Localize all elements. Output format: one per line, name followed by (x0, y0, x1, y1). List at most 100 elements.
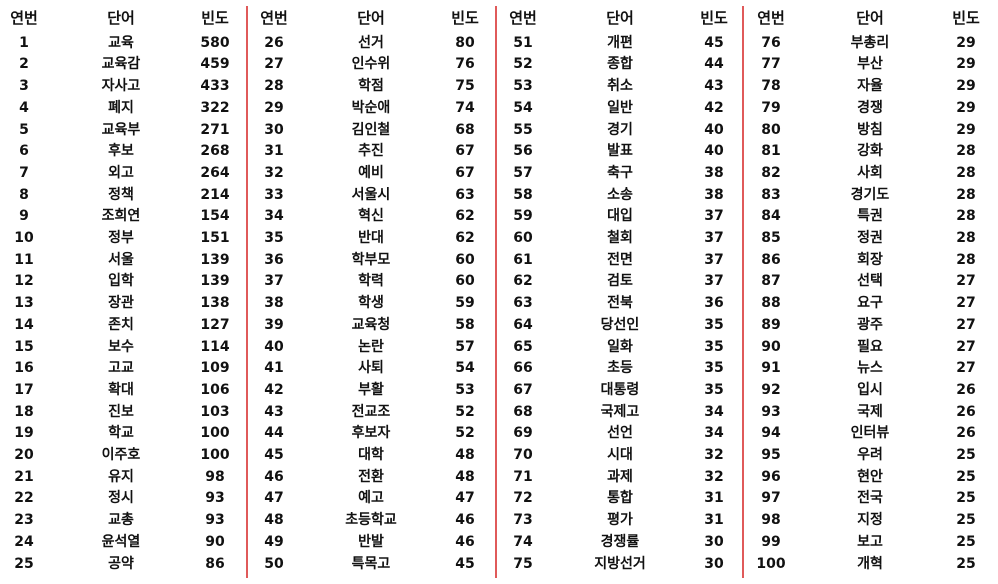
frequency-cell: 139 (200, 251, 230, 268)
rank-cell: 58 (513, 186, 533, 203)
frequency-cell: 28 (956, 230, 976, 246)
word-cell: 학생 (358, 295, 384, 312)
header-rank: 연번 (260, 9, 288, 27)
frequency-cell: 100 (200, 425, 230, 442)
word-cell: 지정 (857, 512, 883, 529)
rank-cell: 45 (264, 447, 284, 463)
table-header-row: 연번 단어 빈도 (250, 7, 495, 29)
word-cell: 경기도 (850, 186, 890, 203)
rank-cell: 50 (264, 555, 284, 572)
rank-cell: 35 (264, 230, 284, 246)
frequency-cell: 40 (704, 121, 724, 138)
table-row: 46 전환 48 (250, 466, 495, 488)
rank-cell: 81 (761, 143, 781, 160)
table-row: 87 선택 27 (745, 270, 998, 292)
frequency-cell: 28 (956, 186, 976, 203)
frequency-cell: 30 (704, 555, 724, 572)
table-row: 43 전교조 52 (250, 401, 495, 423)
frequency-cell: 43 (704, 78, 724, 95)
rank-cell: 63 (513, 295, 533, 312)
frequency-cell: 46 (455, 512, 475, 529)
table-row: 12 입학 139 (0, 270, 246, 292)
table-row: 6 후보 268 (0, 140, 246, 162)
word-cell: 유지 (108, 468, 134, 485)
table-row: 45 대학 48 (250, 444, 495, 466)
frequency-cell: 109 (200, 360, 230, 377)
rank-cell: 46 (264, 468, 284, 485)
table-row: 93 국제 26 (745, 401, 998, 423)
word-cell: 예비 (358, 164, 384, 181)
word-cell: 선언 (607, 425, 633, 442)
table-row: 9 조희연 154 (0, 205, 246, 227)
frequency-cell: 103 (200, 403, 230, 420)
rank-cell: 98 (761, 512, 781, 529)
table-row: 55 경기 40 (499, 119, 742, 141)
rank-cell: 23 (14, 512, 34, 529)
frequency-cell: 68 (455, 121, 475, 138)
frequency-cell: 37 (704, 273, 724, 290)
frequency-cell: 36 (704, 295, 724, 312)
header-frequency: 빈도 (201, 9, 229, 27)
word-cell: 강화 (857, 143, 883, 160)
frequency-cell: 29 (956, 99, 976, 116)
word-cell: 진보 (108, 403, 134, 420)
table-row: 74 경쟁률 30 (499, 531, 742, 553)
frequency-cell: 46 (455, 533, 475, 550)
table-row: 25 공약 86 (0, 553, 246, 575)
rank-cell: 12 (14, 273, 34, 290)
word-cell: 전북 (607, 295, 633, 312)
rank-cell: 36 (264, 251, 284, 268)
table-row: 70 시대 32 (499, 444, 742, 466)
rank-cell: 94 (761, 425, 781, 442)
word-cell: 폐지 (108, 99, 134, 116)
rank-cell: 52 (513, 56, 533, 73)
rank-cell: 95 (761, 447, 781, 463)
frequency-cell: 45 (704, 34, 724, 51)
rank-cell: 6 (19, 143, 29, 160)
table-row: 98 지정 25 (745, 509, 998, 531)
table-row: 28 학점 75 (250, 75, 495, 97)
table-row: 40 논란 57 (250, 336, 495, 358)
rank-cell: 29 (264, 99, 284, 116)
rank-cell: 47 (264, 490, 284, 507)
table-row: 47 예고 47 (250, 487, 495, 509)
table-row: 75 지방선거 30 (499, 553, 742, 575)
table-row: 15 보수 114 (0, 336, 246, 358)
frequency-cell: 271 (200, 121, 230, 138)
header-rank: 연번 (757, 9, 785, 27)
rank-cell: 85 (761, 230, 781, 246)
frequency-cell: 35 (704, 338, 724, 355)
table-row: 58 소송 38 (499, 184, 742, 206)
table-header-row: 연번 단어 빈도 (745, 7, 998, 29)
frequency-cell: 31 (704, 490, 724, 507)
word-cell: 광주 (857, 316, 883, 333)
frequency-cell: 57 (455, 338, 475, 355)
table-row: 2 교육감 459 (0, 53, 246, 75)
word-cell: 인수위 (351, 56, 391, 73)
word-cell: 선택 (857, 273, 883, 290)
word-cell: 대입 (607, 208, 633, 225)
table-row: 89 광주 27 (745, 314, 998, 336)
frequency-cell: 27 (956, 360, 976, 377)
word-cell: 교육감 (101, 56, 141, 73)
table-row: 91 뉴스 27 (745, 357, 998, 379)
table-row: 41 사퇴 54 (250, 357, 495, 379)
word-cell: 혁신 (358, 208, 384, 225)
word-cell: 사회 (857, 164, 883, 181)
word-cell: 취소 (607, 78, 633, 95)
rank-cell: 78 (761, 78, 781, 95)
table-row: 86 회장 28 (745, 249, 998, 271)
word-cell: 후보자 (351, 425, 391, 442)
frequency-cell: 35 (704, 381, 724, 398)
frequency-cell: 63 (455, 186, 475, 203)
rank-cell: 100 (756, 555, 786, 572)
table-row: 51 개편 45 (499, 32, 742, 54)
frequency-cell: 27 (956, 273, 976, 290)
word-cell: 지방선거 (594, 555, 646, 572)
rank-cell: 33 (264, 186, 284, 203)
table-row: 48 초등학교 46 (250, 509, 495, 531)
rank-cell: 11 (14, 251, 34, 268)
table-row: 82 사회 28 (745, 162, 998, 184)
frequency-cell: 29 (956, 56, 976, 73)
frequency-cell: 26 (956, 425, 976, 442)
